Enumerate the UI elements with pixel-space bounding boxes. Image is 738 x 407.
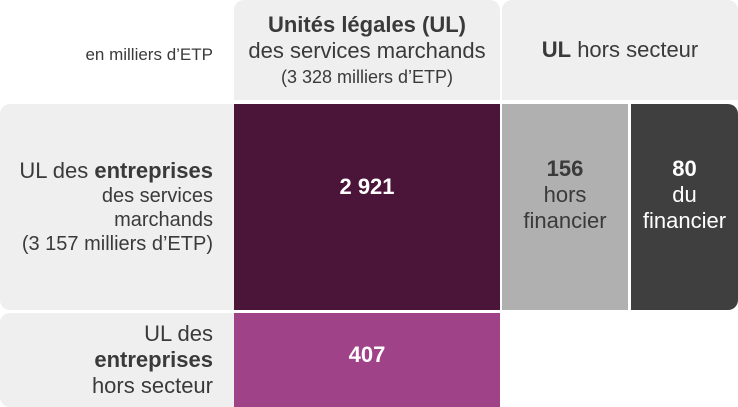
corner-label: en milliers d’ETP [85, 45, 213, 64]
row-header-bold: entreprises [94, 158, 213, 183]
cell-line1: du [672, 182, 697, 207]
cell-ul-entreprises-services: 2 921 [234, 104, 500, 310]
row-header-line2: des services marchands [101, 185, 213, 231]
cell-line2: financier [523, 208, 607, 233]
cell-value: 2 921 [339, 174, 395, 199]
column-header-bold: UL [541, 37, 572, 62]
cell-hors-financier: 156 hors financier [502, 104, 628, 310]
row-header-line1: UL des [144, 321, 213, 346]
row-header-line3: hors secteur [91, 373, 213, 398]
cell-value: 407 [348, 342, 386, 367]
cell-value: 156 [546, 156, 584, 181]
cell-du-financier: 80 du financier [631, 104, 738, 310]
cell-ul-hors-secteur: 407 [234, 313, 500, 407]
column-header-ul-services: Unités légales (UL) des services marchan… [234, 0, 500, 100]
row-header-entreprises-hors-secteur: UL des entreprises hors secteur [0, 313, 234, 407]
cell-line1: hors [543, 182, 587, 207]
column-subtitle: des services marchands [248, 38, 486, 63]
row-header-line3: (3 157 milliers d’ETP) [21, 233, 213, 255]
row-header-entreprises-services: UL des entreprises des services marchand… [0, 104, 234, 310]
column-header-ul-hors-secteur: UL hors secteur [502, 0, 738, 100]
column-detail: (3 328 milliers d’ETP) [280, 67, 454, 87]
cell-line2: financier [642, 208, 727, 233]
row-header-plain: UL des [19, 158, 89, 183]
row-header-bold: entreprises [94, 347, 213, 372]
column-title: Unités légales (UL) [267, 12, 467, 37]
cell-value: 80 [672, 156, 697, 181]
column-header-rest: hors secteur [577, 37, 699, 62]
